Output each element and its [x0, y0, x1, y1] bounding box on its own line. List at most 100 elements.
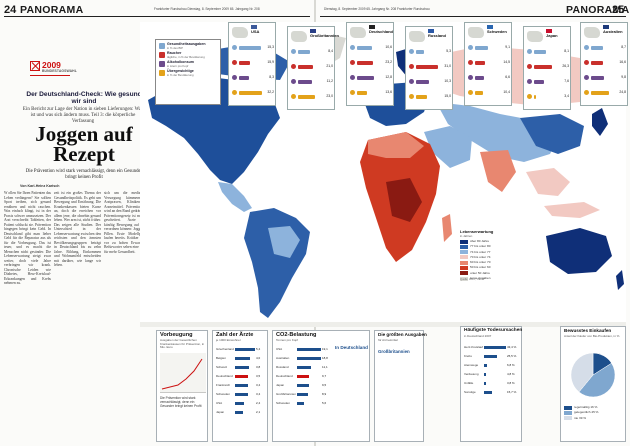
country-silhouette-icon — [350, 27, 366, 38]
bar-label: Atemwege — [464, 363, 479, 367]
legend-alcohol: Alkoholkonsum in Litern pro Kopf — [158, 60, 218, 69]
bar — [297, 365, 311, 369]
bar-row: Unfälle 3,8 % — [464, 381, 520, 386]
bar-label: Krebs — [464, 354, 472, 358]
bar-row: Atemwege 6,8 % — [464, 363, 520, 368]
indicator-row: 15,0 — [409, 94, 451, 100]
indicator-value: 12,8 — [385, 75, 392, 79]
indicator-bar — [534, 80, 544, 84]
bar-label: Russland — [276, 365, 289, 369]
indicator-icon — [527, 94, 532, 99]
co2-title: CO2-Belastung — [276, 332, 317, 338]
indicator-value: 16,6 — [619, 60, 626, 64]
bar-label: USA — [276, 347, 283, 351]
death-causes-title: Häufigste Todesursachen — [464, 328, 523, 333]
indicator-value: 15,0 — [444, 94, 451, 98]
legend-sublabel: in Litern pro Kopf — [167, 64, 189, 68]
bar-value: 11,1 — [322, 365, 328, 369]
right-dateline: Dienstag, 8. September 2009 65. Jahrgang… — [324, 7, 430, 11]
doctors-title: Zahl der Ärzte — [216, 332, 254, 338]
indicator-bar — [298, 50, 310, 54]
indicator-value: 23,2 — [385, 60, 392, 64]
indicator-icon — [584, 75, 589, 80]
pie-legend-swatch — [564, 410, 572, 415]
election-logo: 2009 BUNDESTAGSWAHL — [30, 60, 77, 84]
bar — [297, 356, 321, 360]
indicator-row: 8,3 — [232, 75, 274, 81]
right-page-number: 25 — [612, 4, 625, 16]
article-deck: Die Prävention wird stark vernachlässigt… — [25, 169, 143, 180]
bar-row: Schweden 5,6 — [276, 401, 332, 406]
flag-icon — [251, 25, 257, 29]
bar-value: 3,5 — [256, 374, 261, 378]
indicator-bar — [416, 65, 438, 69]
class-label: 77 bis unter 80 — [470, 244, 491, 249]
indicator-value: 8,7 — [621, 45, 626, 49]
legend-health-spending: Gesundheitsausgaben in % des BIP — [158, 42, 218, 51]
indicator-icon — [350, 90, 355, 95]
bar-row: Belgien 4,0 — [216, 356, 266, 361]
map-indicator-legend: Gesundheitsausgaben in % des BIP Raucher… — [155, 39, 221, 105]
flag-icon — [369, 25, 375, 29]
bar-value: 43,4 % — [507, 345, 517, 349]
article-byline: Von Karl-Heinz Karisch — [20, 184, 60, 188]
life-expectancy-legend: Lebenserwartung in Jahren über 80 Jahre 7… — [460, 229, 510, 281]
pie-legend-label: nie 39 % — [574, 415, 587, 420]
indicator-value: 15,9 — [267, 60, 274, 64]
indicator-value: 26,3 — [562, 64, 569, 68]
indicator-row: 23,2 — [350, 60, 392, 66]
japan-shape — [592, 108, 608, 136]
indicator-icon — [584, 45, 589, 50]
flag-icon — [310, 29, 316, 33]
indicator-row: 8,7 — [584, 45, 626, 51]
bar-label: USA — [216, 401, 223, 405]
bar-row: Krebs 25,5 % — [464, 354, 520, 359]
class-label: unter 50 Jahre — [470, 270, 490, 275]
indicator-row: 6,6 — [468, 75, 510, 81]
bar — [484, 381, 486, 385]
indicator-row: 14,5 — [468, 60, 510, 66]
bar-row: Australien 18,8 — [276, 356, 332, 361]
indicator-row: 8,1 — [527, 49, 569, 55]
country-name: Schweden — [487, 29, 507, 34]
indicator-icon — [527, 79, 532, 84]
bar-value: 19,1 — [322, 347, 328, 351]
indicator-value: 10,6 — [385, 45, 392, 49]
class-label: 70 bis unter 74 — [470, 254, 491, 259]
bar-label: Griechenland — [216, 347, 234, 351]
indicator-icon — [350, 45, 355, 50]
bar-label: Großbritannien — [276, 392, 297, 396]
class-label: 60 bis unter 70 — [470, 260, 491, 265]
class-label: über 80 Jahre — [470, 239, 490, 243]
bar-value: 3,8 % — [507, 381, 515, 385]
bar-value: 9,7 — [322, 374, 327, 378]
bar-value: 5,6 — [322, 401, 327, 405]
indicator-icon — [350, 75, 355, 80]
indicator-value: 7,6 — [564, 79, 569, 83]
brazil-north-shape — [268, 226, 300, 258]
country-silhouette-icon — [232, 27, 248, 38]
country-name: Australien — [603, 29, 623, 34]
pie-slice-gelegentlich — [578, 362, 616, 398]
indicator-value: 8,4 — [328, 49, 333, 53]
indicator-row: 12,8 — [350, 75, 392, 81]
bar-label: Unfälle — [464, 381, 474, 385]
indicator-icon — [409, 64, 414, 69]
legend-label: Raucher — [167, 51, 182, 55]
bar — [484, 372, 487, 376]
bar-value: 4,8 % — [507, 372, 515, 376]
column-1-text: W ollen Sie Ihren Patienten das Leben ve… — [4, 191, 51, 285]
bar-label: Verdauung — [464, 372, 479, 376]
left-section-name: PANORAMA — [20, 4, 84, 16]
ballot-cross-icon — [30, 61, 40, 71]
country-silhouette-icon — [468, 27, 484, 38]
bar-row: Schweden 3,4 — [216, 392, 266, 397]
indicator-value: 8,1 — [564, 49, 569, 53]
life-expectancy-class: unter 50 Jahre — [460, 271, 510, 276]
indicator-bar — [298, 95, 315, 99]
bar-row: Japan 9,5 — [276, 383, 332, 388]
shopping-pie-legend: regelmäßig 16 % gelegentlich 45 % nie 39 % — [564, 405, 624, 421]
country-silhouette-icon — [291, 31, 307, 42]
shopping-box: Bewusstes Einkaufen Anteil der Käufer vo… — [560, 326, 626, 442]
article-column-1: W ollen Sie Ihren Patienten das Leben ve… — [4, 191, 51, 441]
